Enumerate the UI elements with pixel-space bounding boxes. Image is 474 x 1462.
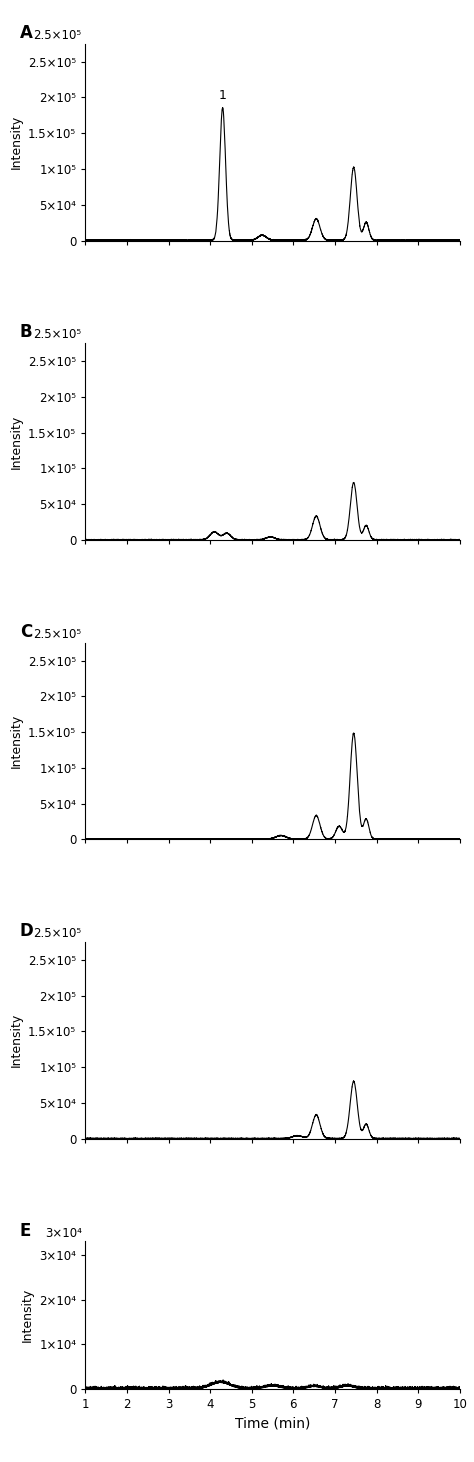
Y-axis label: Intensity: Intensity bbox=[9, 713, 23, 768]
Text: 2.5×10⁵: 2.5×10⁵ bbox=[34, 29, 82, 42]
Text: D: D bbox=[20, 923, 34, 940]
X-axis label: Time (min): Time (min) bbox=[235, 1417, 310, 1430]
Y-axis label: Intensity: Intensity bbox=[9, 115, 23, 170]
Text: B: B bbox=[20, 323, 32, 341]
Text: C: C bbox=[20, 623, 32, 640]
Text: 2.5×10⁵: 2.5×10⁵ bbox=[34, 329, 82, 341]
Y-axis label: Intensity: Intensity bbox=[21, 1288, 34, 1342]
Y-axis label: Intensity: Intensity bbox=[9, 1013, 23, 1067]
Text: 1: 1 bbox=[219, 89, 227, 102]
Text: E: E bbox=[20, 1222, 31, 1240]
Text: 3×10⁴: 3×10⁴ bbox=[45, 1227, 82, 1240]
Text: 2.5×10⁵: 2.5×10⁵ bbox=[34, 627, 82, 640]
Text: 2.5×10⁵: 2.5×10⁵ bbox=[34, 927, 82, 940]
Text: A: A bbox=[20, 23, 33, 42]
Y-axis label: Intensity: Intensity bbox=[9, 414, 23, 469]
